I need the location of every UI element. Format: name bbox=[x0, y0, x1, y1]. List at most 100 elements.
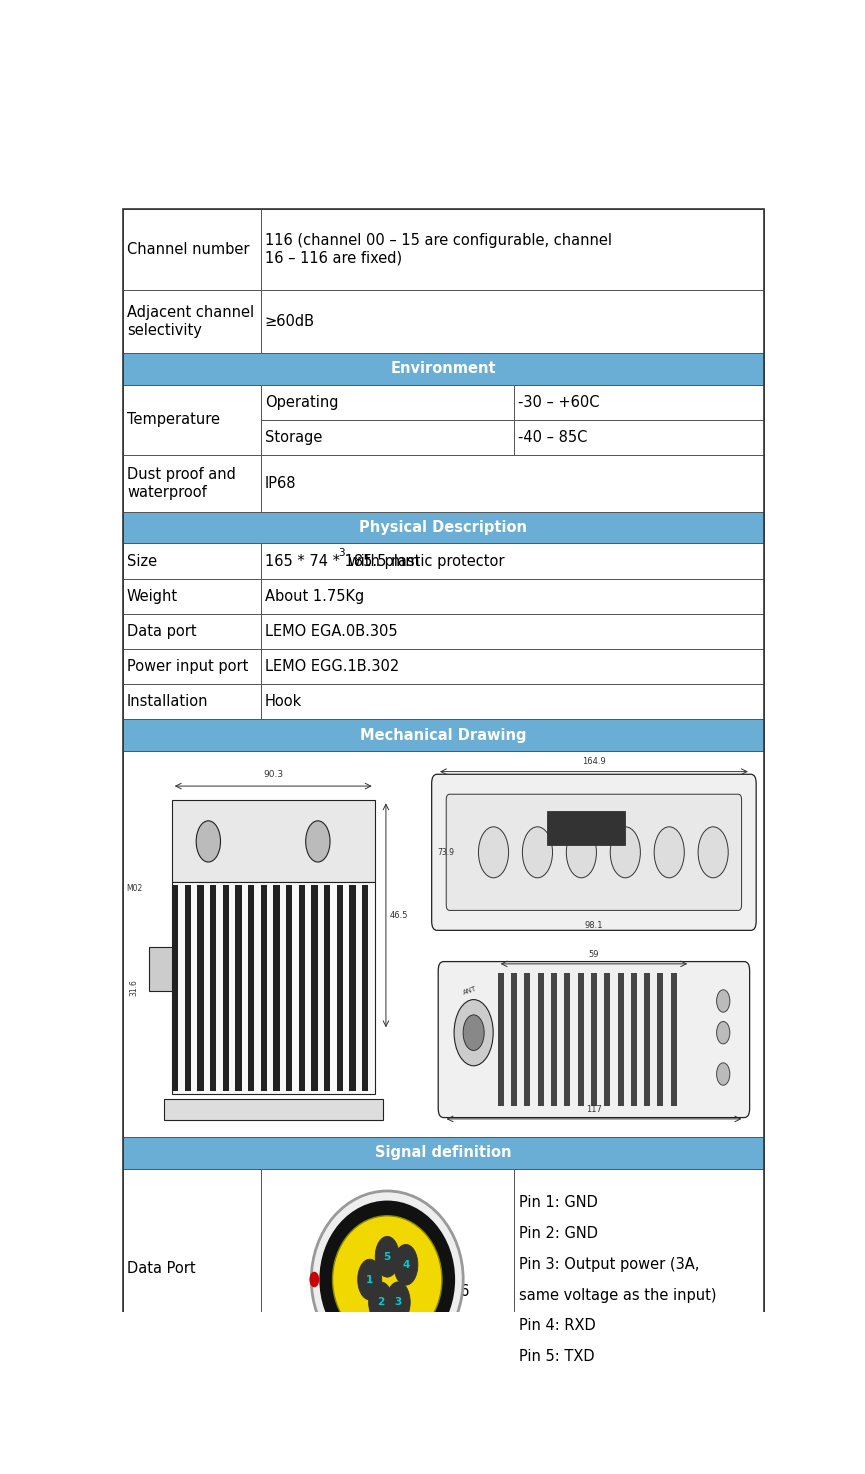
Bar bbox=[260, 884, 267, 1091]
Circle shape bbox=[463, 1016, 484, 1051]
Text: 1: 1 bbox=[366, 1275, 374, 1284]
Text: same voltage as the input): same voltage as the input) bbox=[519, 1288, 717, 1303]
Bar bbox=[123, 719, 764, 752]
FancyBboxPatch shape bbox=[432, 774, 756, 930]
Bar bbox=[260, 1169, 514, 1390]
Bar bbox=[524, 973, 530, 1106]
Bar bbox=[564, 973, 570, 1106]
Bar bbox=[260, 684, 764, 719]
Text: Weight: Weight bbox=[127, 588, 178, 604]
Text: LEMO EGG.1B.302: LEMO EGG.1B.302 bbox=[265, 659, 399, 674]
Text: Installation: Installation bbox=[127, 694, 208, 709]
Text: Storage: Storage bbox=[265, 430, 322, 445]
Text: IP68: IP68 bbox=[265, 476, 296, 491]
Text: 98.1: 98.1 bbox=[585, 921, 603, 930]
Text: 62 / 76: 62 / 76 bbox=[418, 1284, 469, 1299]
Bar bbox=[336, 884, 343, 1091]
Circle shape bbox=[358, 1259, 381, 1300]
Bar bbox=[123, 352, 764, 385]
Circle shape bbox=[311, 1272, 318, 1287]
Text: 116 (channel 00 – 15 are configurable, channel
16 – 116 are fixed): 116 (channel 00 – 15 are configurable, c… bbox=[265, 233, 612, 265]
Text: 5: 5 bbox=[383, 1251, 391, 1262]
Text: Mechanical Drawing: Mechanical Drawing bbox=[360, 728, 527, 743]
Bar bbox=[514, 420, 764, 455]
Bar bbox=[324, 884, 330, 1091]
Circle shape bbox=[522, 827, 553, 879]
Bar bbox=[260, 649, 764, 684]
Bar bbox=[631, 973, 637, 1106]
Bar bbox=[298, 884, 305, 1091]
Bar bbox=[184, 884, 191, 1091]
Text: 164.9: 164.9 bbox=[582, 758, 605, 766]
Ellipse shape bbox=[320, 1201, 454, 1358]
Bar bbox=[618, 973, 624, 1106]
Bar bbox=[514, 1169, 764, 1390]
Circle shape bbox=[478, 827, 509, 879]
Circle shape bbox=[654, 827, 684, 879]
Bar bbox=[657, 973, 663, 1106]
Bar bbox=[123, 579, 260, 613]
Text: 3: 3 bbox=[394, 1297, 402, 1307]
Text: Operating: Operating bbox=[265, 395, 338, 410]
Text: Channel number: Channel number bbox=[127, 242, 249, 256]
Text: ANT: ANT bbox=[463, 985, 478, 995]
Text: Pin 2: GND: Pin 2: GND bbox=[519, 1226, 599, 1241]
Text: 73.9: 73.9 bbox=[437, 848, 454, 856]
Text: Signal definition: Signal definition bbox=[375, 1145, 511, 1160]
Text: LEMO EGA.0B.305: LEMO EGA.0B.305 bbox=[265, 624, 397, 638]
Bar bbox=[123, 752, 764, 1136]
Circle shape bbox=[567, 827, 597, 879]
Text: 90.3: 90.3 bbox=[263, 769, 284, 778]
Text: -40 – 85C: -40 – 85C bbox=[518, 430, 587, 445]
Bar bbox=[260, 209, 764, 290]
Text: Pin 1: GND: Pin 1: GND bbox=[519, 1195, 598, 1210]
Ellipse shape bbox=[311, 1191, 463, 1368]
Text: Pin 4: RXD: Pin 4: RXD bbox=[519, 1318, 596, 1334]
Bar bbox=[273, 884, 279, 1091]
Bar bbox=[260, 544, 764, 579]
Bar bbox=[123, 1169, 260, 1390]
Text: Pin 5: TXD: Pin 5: TXD bbox=[519, 1349, 595, 1363]
Text: Data Port: Data Port bbox=[127, 1260, 195, 1276]
Bar bbox=[123, 455, 260, 511]
Text: Data port: Data port bbox=[127, 624, 196, 638]
Bar bbox=[578, 973, 584, 1106]
Bar bbox=[311, 884, 317, 1091]
Circle shape bbox=[375, 1237, 400, 1276]
Text: Physical Description: Physical Description bbox=[359, 520, 528, 535]
Text: 2: 2 bbox=[377, 1297, 384, 1307]
Bar bbox=[172, 884, 178, 1091]
Text: About 1.75Kg: About 1.75Kg bbox=[265, 588, 364, 604]
Text: with plastic protector: with plastic protector bbox=[344, 554, 504, 569]
Bar bbox=[123, 613, 260, 649]
Bar bbox=[123, 511, 764, 544]
Bar bbox=[286, 884, 292, 1091]
Text: Temperature: Temperature bbox=[127, 413, 220, 427]
Bar bbox=[511, 973, 517, 1106]
Circle shape bbox=[368, 1282, 393, 1322]
Bar bbox=[260, 579, 764, 613]
Text: Adjacent channel
selectivity: Adjacent channel selectivity bbox=[127, 305, 254, 338]
Circle shape bbox=[716, 1063, 730, 1085]
Bar bbox=[222, 884, 229, 1091]
Bar bbox=[349, 884, 356, 1091]
Circle shape bbox=[716, 989, 730, 1013]
Bar bbox=[547, 811, 625, 846]
Bar bbox=[497, 973, 503, 1106]
Text: 117: 117 bbox=[586, 1106, 602, 1114]
Text: 4: 4 bbox=[402, 1260, 409, 1269]
Circle shape bbox=[698, 827, 728, 879]
Bar bbox=[644, 973, 650, 1106]
Bar bbox=[123, 684, 260, 719]
Text: Environment: Environment bbox=[390, 361, 497, 376]
Text: 46.5: 46.5 bbox=[389, 911, 407, 920]
Text: 31.6: 31.6 bbox=[130, 980, 138, 996]
Text: Dust proof and
waterproof: Dust proof and waterproof bbox=[127, 467, 236, 500]
Bar bbox=[671, 973, 676, 1106]
Circle shape bbox=[386, 1282, 410, 1322]
Text: ≥60dB: ≥60dB bbox=[265, 314, 315, 329]
Bar bbox=[538, 973, 543, 1106]
Bar bbox=[150, 946, 172, 991]
Bar bbox=[260, 385, 514, 420]
Bar bbox=[123, 209, 260, 290]
